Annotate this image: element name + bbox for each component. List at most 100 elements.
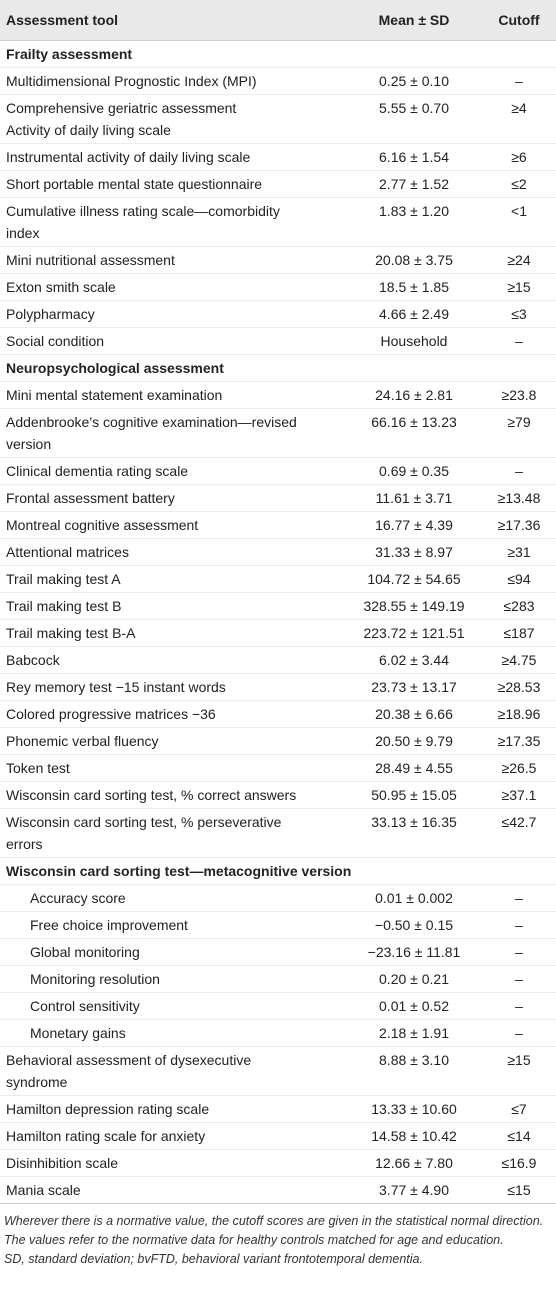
- mean-sd: 23.73 ± 13.17: [346, 673, 482, 701]
- mean-sd: 104.72 ± 54.65: [346, 565, 482, 593]
- cutoff: ≤3: [482, 300, 556, 328]
- mean-sd: 20.08 ± 3.75: [346, 246, 482, 274]
- data-row: Short portable mental state questionnair…: [0, 170, 556, 198]
- mean-sd: 6.16 ± 1.54: [346, 143, 482, 171]
- mean-sd: 16.77 ± 4.39: [346, 511, 482, 539]
- tool-name: Trail making test B: [0, 592, 346, 620]
- data-row: Rey memory test −15 instant words 23.73 ±…: [0, 673, 556, 701]
- tool-name: Behavioral assessment of dysexecutive sy…: [0, 1046, 346, 1096]
- cutoff: ≥13.48: [482, 484, 556, 512]
- cutoff: –: [482, 457, 556, 485]
- tool-name: Monetary gains: [0, 1019, 346, 1047]
- table-body: Frailty assessment Multidimensional Progn…: [0, 40, 556, 1204]
- tool-name: Clinical dementia rating scale: [0, 457, 346, 485]
- header-row: Assessment tool Mean ± SD Cutoff: [0, 0, 556, 41]
- cutoff: ≥37.1: [482, 781, 556, 809]
- mean-sd: 4.66 ± 2.49: [346, 300, 482, 328]
- mean-sd: −0.50 ± 0.15: [346, 911, 482, 939]
- data-row: Instrumental activity of daily living sc…: [0, 143, 556, 171]
- tool-name: Phonemic verbal fluency: [0, 727, 346, 755]
- data-row: Colored progressive matrices −36 20.38 ± …: [0, 700, 556, 728]
- cutoff: –: [482, 1019, 556, 1047]
- data-row: Disinhibition scale 12.66 ± 7.80 ≤16.9: [0, 1149, 556, 1177]
- data-row: Accuracy score 0.01 ± 0.002–: [0, 884, 556, 912]
- cutoff: ≥15: [482, 1046, 556, 1096]
- data-row: Monetary gains 2.18 ± 1.91–: [0, 1019, 556, 1047]
- cutoff: ≤42.7: [482, 808, 556, 858]
- cutoff: –: [482, 911, 556, 939]
- cutoff: ≤283: [482, 592, 556, 620]
- mean-sd: 2.77 ± 1.52: [346, 170, 482, 198]
- tool-name: Rey memory test −15 instant words: [0, 673, 346, 701]
- tool-name: Accuracy score: [0, 884, 346, 912]
- cutoff: ≥23.8: [482, 381, 556, 409]
- mean-sd: 0.01 ± 0.52: [346, 992, 482, 1020]
- cutoff: ≥4: [482, 94, 556, 144]
- cutoff: ≥28.53: [482, 673, 556, 701]
- data-row: Mania scale 3.77 ± 4.90 ≤15: [0, 1176, 556, 1204]
- mean-sd: 31.33 ± 8.97: [346, 538, 482, 566]
- tool-name: Mini nutritional assessment: [0, 246, 346, 274]
- mean-sd: 0.20 ± 0.21: [346, 965, 482, 993]
- data-row: Phonemic verbal fluency 20.50 ± 9.79 ≥17.3…: [0, 727, 556, 755]
- mean-sd: 28.49 ± 4.55: [346, 754, 482, 782]
- tool-name: Attentional matrices: [0, 538, 346, 566]
- cutoff: ≤94: [482, 565, 556, 593]
- data-row: Mini nutritional assessment 20.08 ± 3.75 ≥…: [0, 246, 556, 274]
- column-header: Mean ± SD: [346, 0, 482, 41]
- section-title: Frailty assessment: [0, 40, 556, 68]
- assessment-table: Assessment tool Mean ± SD Cutoff Frailty…: [0, 0, 556, 1204]
- tool-name: Disinhibition scale: [0, 1149, 346, 1177]
- mean-sd: 33.13 ± 16.35: [346, 808, 482, 858]
- tool-name: Montreal cognitive assessment: [0, 511, 346, 539]
- note: SD, standard deviation; bvFTD, behaviora…: [4, 1252, 423, 1266]
- cutoff: ≥17.35: [482, 727, 556, 755]
- cutoff: ≤16.9: [482, 1149, 556, 1177]
- tool-name: Exton smith scale: [0, 273, 346, 301]
- data-row: Behavioral assessment of dysexecutive sy…: [0, 1046, 556, 1096]
- cutoff: –: [482, 884, 556, 912]
- data-row: Monitoring resolution 0.20 ± 0.21–: [0, 965, 556, 993]
- mean-sd: 223.72 ± 121.51: [346, 619, 482, 647]
- tool-name: Wisconsin card sorting test, % correct a…: [0, 781, 346, 809]
- data-row: Addenbrooke’s cognitive examination—revi…: [0, 408, 556, 458]
- tool-name: Control sensitivity: [0, 992, 346, 1020]
- tool-name: Frontal assessment battery: [0, 484, 346, 512]
- tool-name: Monitoring resolution: [0, 965, 346, 993]
- tool-name: Social condition: [0, 327, 346, 355]
- data-row: Global monitoring −23.16 ± 11.81–: [0, 938, 556, 966]
- cutoff: ≥18.96: [482, 700, 556, 728]
- cutoff: ≤14: [482, 1122, 556, 1150]
- tool-name: Short portable mental state questionnair…: [0, 170, 346, 198]
- cutoff: –: [482, 938, 556, 966]
- tool-name: Instrumental activity of daily living sc…: [0, 143, 346, 171]
- tool-name: Wisconsin card sorting test, % persevera…: [0, 808, 346, 858]
- mean-sd: 2.18 ± 1.91: [346, 1019, 482, 1047]
- mean-sd: Household: [346, 327, 482, 355]
- data-row: Trail making test B-A 223.72 ± 121.51 ≤187: [0, 619, 556, 647]
- tool-name: Mini mental statement examination: [0, 381, 346, 409]
- cutoff: ≥6: [482, 143, 556, 171]
- cutoff: ≥79: [482, 408, 556, 458]
- tool-name: Hamilton depression rating scale: [0, 1095, 346, 1123]
- data-row: Social condition Household –: [0, 327, 556, 355]
- mean-sd: 24.16 ± 2.81: [346, 381, 482, 409]
- data-row: Wisconsin card sorting test, % persevera…: [0, 808, 556, 858]
- data-row: Trail making test A 104.72 ± 54.65 ≤94: [0, 565, 556, 593]
- data-row: Wisconsin card sorting test, % correct a…: [0, 781, 556, 809]
- tool-name: Free choice improvement: [0, 911, 346, 939]
- cutoff: ≤7: [482, 1095, 556, 1123]
- mean-sd: 18.5 ± 1.85: [346, 273, 482, 301]
- mean-sd: 14.58 ± 10.42: [346, 1122, 482, 1150]
- section-title: Neuropsychological assessment: [0, 354, 556, 382]
- column-header: Assessment tool: [0, 0, 346, 41]
- mean-sd: 12.66 ± 7.80: [346, 1149, 482, 1177]
- cutoff: <1: [482, 197, 556, 247]
- mean-sd: 50.95 ± 15.05: [346, 781, 482, 809]
- mean-sd: −23.16 ± 11.81: [346, 938, 482, 966]
- mean-sd: 11.61 ± 3.71: [346, 484, 482, 512]
- data-row: Multidimensional Prognostic Index (MPI) 0…: [0, 67, 556, 95]
- tool-name: Global monitoring: [0, 938, 346, 966]
- data-row: Cumulative illness rating scale—comorbid…: [0, 197, 556, 247]
- mean-sd: 0.69 ± 0.35: [346, 457, 482, 485]
